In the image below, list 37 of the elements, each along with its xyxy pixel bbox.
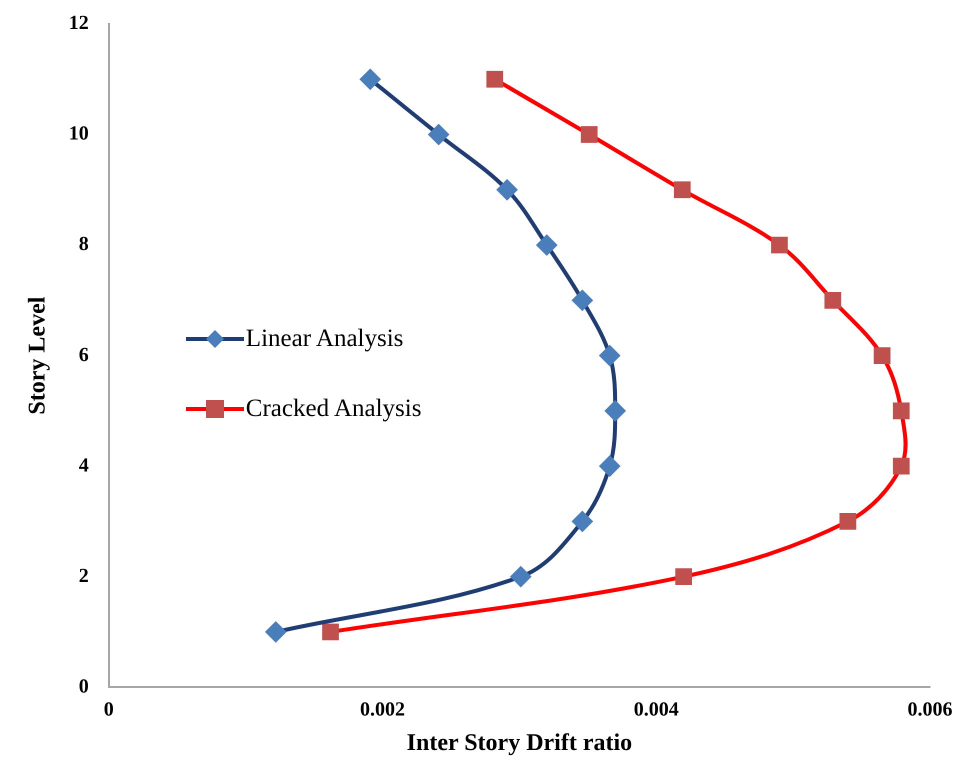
x-axis-title: Inter Story Drift ratio: [406, 730, 632, 756]
point: [322, 624, 339, 640]
x-tick-label: 0.002: [360, 698, 406, 720]
y-tick-label: 8: [78, 233, 89, 256]
point: [874, 347, 890, 364]
point: [572, 511, 592, 532]
point: [360, 69, 380, 90]
x-tick-label: 0: [104, 698, 114, 720]
point: [824, 292, 842, 309]
point: [600, 346, 620, 366]
y-tick-label: 0: [78, 675, 89, 698]
point: [266, 622, 286, 642]
legend-label: Linear Analysis: [246, 325, 404, 354]
point: [771, 236, 788, 254]
point: [428, 124, 449, 145]
point: [510, 566, 531, 587]
y-tick-label: 6: [78, 344, 89, 366]
point: [486, 70, 504, 88]
point: [892, 402, 910, 420]
point: [600, 456, 620, 476]
point: [536, 235, 557, 256]
point: [674, 181, 691, 198]
y-axis-title: Story Level: [24, 296, 51, 415]
x-tick-label: 0.006: [908, 698, 952, 720]
point: [675, 568, 692, 586]
point: [840, 513, 856, 530]
x-tick-label: 0.004: [634, 698, 679, 720]
y-tick-label: 4: [78, 454, 89, 476]
point: [892, 458, 910, 474]
point: [497, 180, 518, 200]
point: [605, 400, 626, 421]
point: [580, 126, 598, 143]
y-tick-label: 2: [78, 564, 89, 587]
y-tick-label: 10: [68, 122, 89, 145]
y-tick-label: 12: [68, 12, 89, 34]
legend-label: Cracked Analysis: [246, 395, 422, 424]
point: [572, 290, 592, 310]
